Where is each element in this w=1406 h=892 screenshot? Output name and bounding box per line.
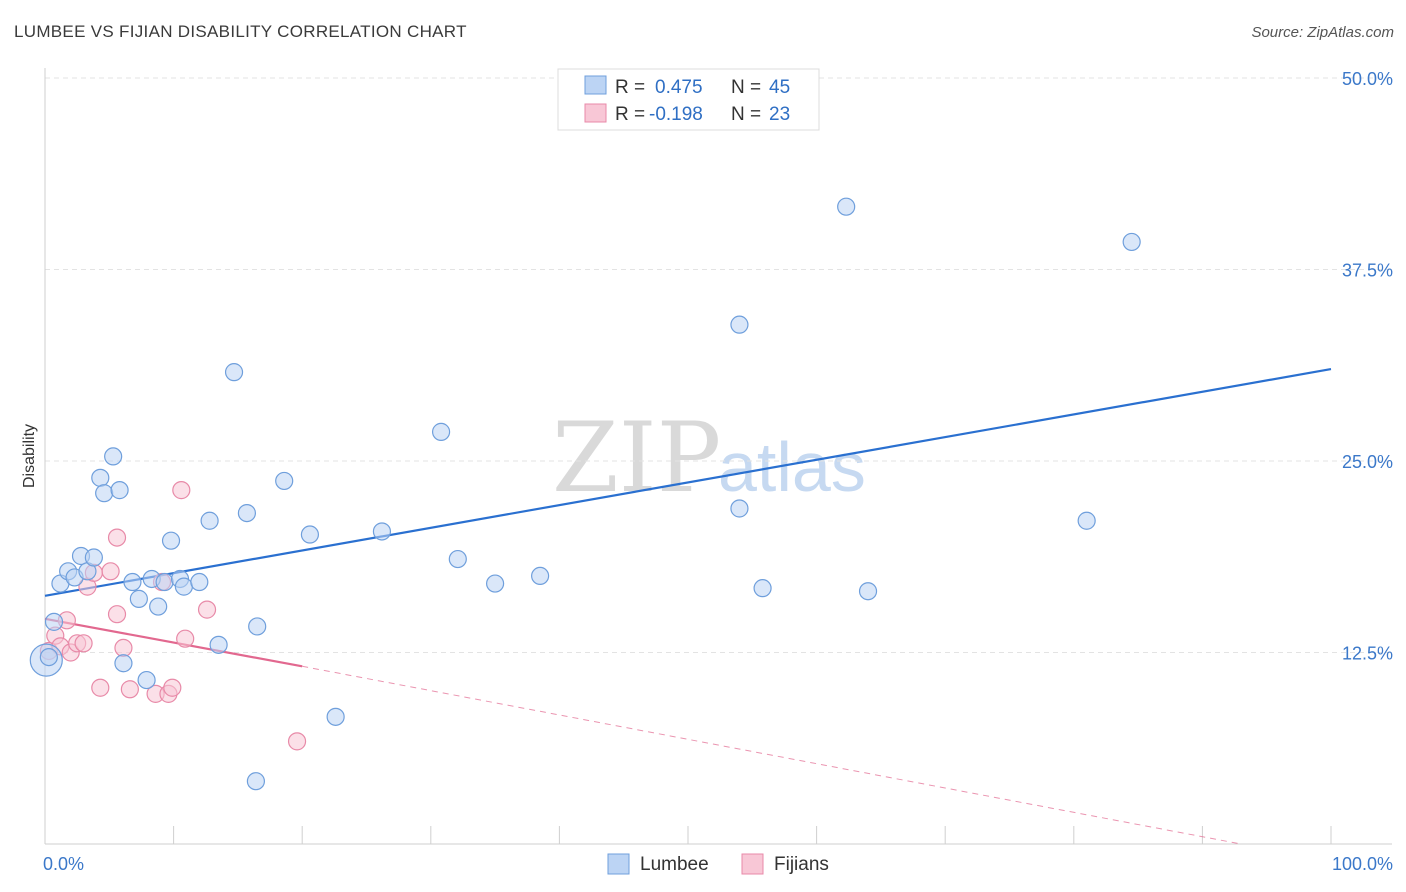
lumbee-point — [104, 447, 123, 466]
lumbee-point — [837, 197, 856, 216]
bottom-legend-swatch-fijian — [741, 853, 764, 875]
legend-lumbee-n-value: 45 — [769, 77, 790, 98]
legend-swatch-fijian — [584, 103, 607, 123]
y-tick-label-1: 25.0% — [1342, 452, 1393, 472]
lumbee-point — [300, 525, 320, 544]
lumbee-point — [155, 572, 174, 592]
fijian-point — [101, 562, 120, 581]
lumbee-point — [448, 549, 467, 569]
fijian-point — [91, 678, 110, 697]
bottom-legend-fijian: Fijians — [774, 854, 829, 875]
lumbee-point — [91, 468, 110, 487]
y-tick-label-3: 50.0% — [1342, 69, 1393, 89]
lumbee-point — [1077, 511, 1096, 530]
legend-fijian-n-value: 23 — [769, 104, 790, 125]
source-label: Source: ZipAtlas.com — [1251, 24, 1394, 41]
lumbee-point — [209, 635, 228, 654]
series-legend: Lumbee Fijians — [607, 853, 829, 875]
chart-title: LUMBEE VS FIJIAN DISABILITY CORRELATION … — [14, 22, 467, 41]
lumbee-point — [110, 481, 129, 500]
fijian-point — [172, 481, 191, 500]
fijian-trend-line — [44, 617, 303, 668]
axes — [44, 68, 1392, 845]
lumbee-point — [858, 582, 878, 601]
fijian-point — [176, 629, 195, 648]
lumbee-point — [372, 522, 392, 541]
y-tick-label-2: 37.5% — [1342, 261, 1393, 281]
lumbee-point — [431, 422, 451, 441]
legend-fijian-r-value: -0.198 — [649, 104, 703, 125]
lumbee-point — [44, 612, 64, 631]
lumbee-point — [161, 531, 181, 550]
fijian-trend-line-extended — [302, 665, 1242, 845]
lumbee-point — [123, 572, 142, 592]
fijian-point — [197, 600, 217, 619]
lumbee-point — [1122, 232, 1141, 252]
lumbee-point — [129, 589, 148, 608]
x-tick-label-1: 100.0% — [1332, 854, 1393, 874]
lumbee-trend-line — [44, 367, 1332, 597]
stats-legend: R = 0.475 N = 45 R = -0.198 N = 23 — [557, 68, 820, 131]
fijian-point — [74, 634, 93, 653]
lumbee-point — [95, 484, 114, 503]
legend-fijian-n-label: N = — [731, 104, 761, 125]
lumbee-point — [84, 548, 103, 567]
legend-lumbee-r-value: 0.475 — [655, 77, 703, 98]
y-tick-labels: 12.5% 25.0% 37.5% 50.0% — [1342, 69, 1393, 664]
lumbee-point — [730, 499, 749, 518]
y-axis-title: Disability — [21, 424, 38, 488]
watermark-zip: ZIP — [552, 402, 721, 514]
watermark-atlas: atlas — [718, 428, 866, 506]
lumbee-point — [200, 511, 219, 530]
lumbee-point — [39, 647, 58, 667]
fijian-point — [114, 638, 133, 658]
legend-lumbee-r-label: R = — [615, 77, 645, 98]
legend-lumbee-n-label: N = — [731, 77, 761, 98]
fijian-point — [163, 678, 182, 697]
lumbee-points — [29, 197, 1141, 791]
bottom-legend-swatch-lumbee — [607, 853, 630, 875]
watermark: ZIP atlas — [552, 402, 866, 514]
lumbee-point — [275, 471, 294, 491]
lumbee-point — [486, 574, 505, 593]
bottom-legend-lumbee: Lumbee — [640, 854, 709, 875]
legend-swatch-lumbee — [584, 75, 607, 95]
x-tick-labels: 0.0% 100.0% — [43, 854, 1393, 874]
lumbee-point — [174, 577, 193, 596]
fijian-point — [107, 605, 127, 624]
legend-fijian-r-label: R = — [615, 104, 645, 125]
lumbee-point — [531, 566, 550, 586]
gridlines — [45, 77, 1392, 653]
x-tick-label-0: 0.0% — [43, 854, 84, 874]
y-tick-label-0: 12.5% — [1342, 644, 1393, 664]
lumbee-point — [190, 572, 209, 592]
trend-lines — [44, 367, 1332, 845]
lumbee-point — [149, 597, 168, 616]
fijian-point — [287, 732, 307, 751]
lumbee-point — [114, 654, 133, 673]
lumbee-point — [224, 363, 244, 382]
lumbee-point — [137, 670, 156, 690]
lumbee-point — [730, 315, 749, 334]
lumbee-point — [237, 503, 257, 523]
fijian-point — [120, 680, 139, 699]
lumbee-point — [753, 579, 772, 598]
fijian-points — [39, 481, 307, 751]
fijian-point — [107, 528, 127, 547]
lumbee-point — [246, 772, 266, 791]
lumbee-point — [248, 617, 267, 636]
lumbee-point — [326, 707, 345, 726]
